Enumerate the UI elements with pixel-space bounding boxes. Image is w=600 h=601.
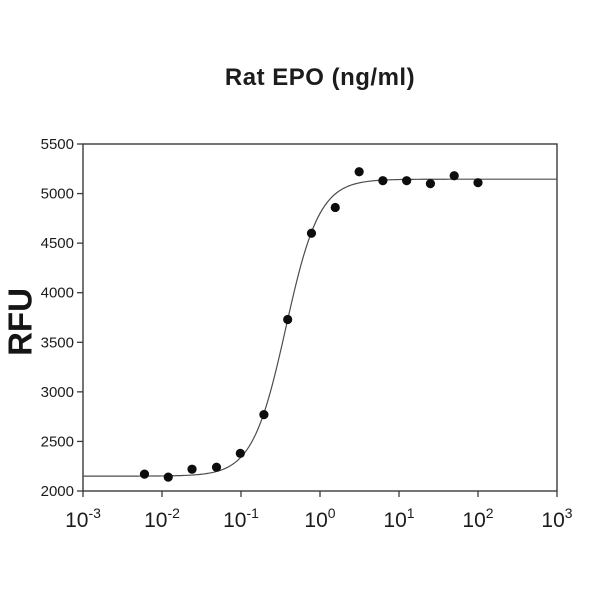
x-tick-label: 102: [462, 505, 493, 532]
x-tick-label: 10-1: [223, 505, 259, 532]
y-tick-label: 2000: [41, 483, 74, 500]
y-tick-label: 4500: [41, 235, 74, 252]
data-point: [211, 462, 222, 472]
data-point: [402, 176, 412, 186]
y-tick-label: 3000: [41, 384, 74, 401]
data-point: [425, 179, 436, 189]
data-point: [306, 228, 317, 238]
data-point: [259, 410, 269, 420]
y-tick-label: 3500: [41, 334, 74, 351]
y-tick-label: 5500: [41, 136, 74, 153]
data-point: [449, 171, 459, 181]
data-point: [283, 314, 293, 325]
data-point: [330, 202, 340, 213]
x-tick-label: 10-2: [144, 505, 180, 532]
y-tick-label: 4000: [41, 285, 74, 302]
data-point: [354, 167, 364, 177]
x-tick-label: 10-3: [65, 505, 101, 532]
data-point: [473, 178, 483, 188]
data-point: [139, 469, 150, 479]
data-point: [378, 176, 388, 186]
y-tick-label: 5000: [41, 186, 74, 203]
chart-title: Rat EPO (ng/ml): [224, 64, 416, 91]
fit-curve: [83, 178, 557, 477]
x-tick-label: 100: [304, 505, 335, 532]
plot-frame: [82, 143, 558, 492]
data-point: [163, 472, 173, 482]
data-point: [235, 448, 245, 458]
x-tick-label: 103: [541, 505, 572, 532]
x-tick-label: 101: [383, 505, 414, 532]
data-point: [187, 464, 197, 474]
y-tick-label: 2500: [41, 433, 74, 450]
